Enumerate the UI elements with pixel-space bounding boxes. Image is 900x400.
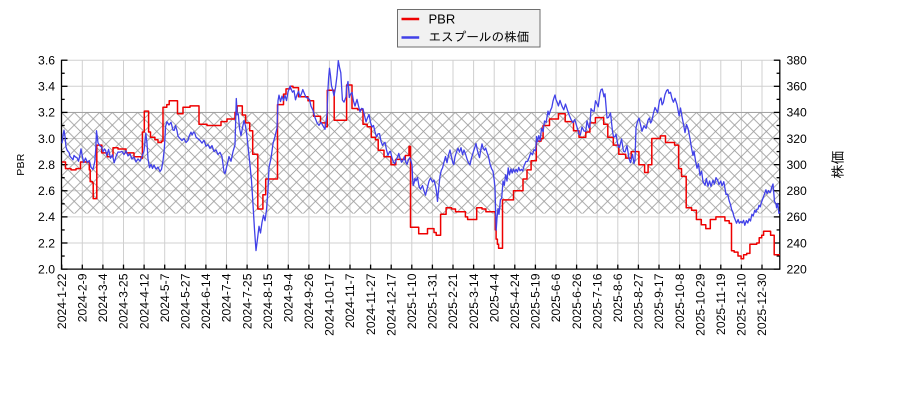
svg-text:2025-6-26: 2025-6-26: [570, 273, 584, 329]
svg-text:2024-8-15: 2024-8-15: [261, 273, 275, 329]
svg-text:2024-7-25: 2024-7-25: [240, 273, 254, 329]
svg-text:2025-1-10: 2025-1-10: [405, 273, 419, 329]
svg-text:3.2: 3.2: [38, 106, 55, 120]
svg-text:2024-1-22: 2024-1-22: [55, 273, 69, 329]
svg-text:220: 220: [787, 262, 808, 276]
svg-text:2.6: 2.6: [38, 184, 55, 198]
svg-text:380: 380: [787, 54, 808, 68]
svg-text:3.4: 3.4: [38, 80, 55, 94]
svg-text:300: 300: [787, 158, 808, 172]
svg-text:2025-12-30: 2025-12-30: [755, 273, 769, 336]
svg-text:240: 240: [787, 236, 808, 250]
svg-text:2025-5-19: 2025-5-19: [529, 273, 543, 329]
svg-text:3.6: 3.6: [38, 54, 55, 68]
svg-text:320: 320: [787, 132, 808, 146]
svg-text:2024-2-9: 2024-2-9: [76, 273, 90, 322]
svg-text:2024-11-7: 2024-11-7: [343, 273, 357, 328]
svg-text:2025-11-19: 2025-11-19: [714, 273, 728, 335]
svg-text:2024-12-17: 2024-12-17: [384, 273, 398, 336]
svg-text:2.4: 2.4: [38, 210, 55, 224]
svg-text:2025-4-4: 2025-4-4: [487, 273, 501, 322]
svg-text:2024-3-25: 2024-3-25: [117, 273, 131, 329]
svg-text:2.0: 2.0: [38, 262, 55, 276]
svg-text:2025-12-10: 2025-12-10: [735, 273, 749, 336]
svg-text:2024-3-4: 2024-3-4: [96, 273, 110, 322]
svg-text:2025-6-6: 2025-6-6: [549, 273, 563, 322]
svg-text:2025-9-17: 2025-9-17: [652, 273, 666, 329]
svg-text:260: 260: [787, 210, 808, 224]
svg-text:2025-1-31: 2025-1-31: [426, 273, 440, 329]
svg-text:2.8: 2.8: [38, 158, 55, 172]
svg-text:360: 360: [787, 80, 808, 94]
svg-text:2024-10-17: 2024-10-17: [323, 273, 337, 336]
svg-text:2024-11-27: 2024-11-27: [364, 273, 378, 335]
svg-text:2024-6-14: 2024-6-14: [199, 273, 213, 329]
svg-text:3.0: 3.0: [38, 132, 55, 146]
svg-text:2025-2-21: 2025-2-21: [446, 273, 460, 329]
svg-text:2025-4-24: 2025-4-24: [508, 273, 522, 329]
svg-text:2025-7-16: 2025-7-16: [590, 273, 604, 329]
svg-text:340: 340: [787, 106, 808, 120]
svg-text:2024-5-7: 2024-5-7: [158, 273, 172, 322]
svg-text:2024-7-4: 2024-7-4: [220, 273, 234, 322]
svg-text:2025-10-8: 2025-10-8: [673, 273, 687, 329]
svg-text:2.2: 2.2: [38, 236, 55, 250]
svg-text:2024-9-4: 2024-9-4: [282, 273, 296, 322]
svg-text:280: 280: [787, 184, 808, 198]
svg-text:2024-5-27: 2024-5-27: [179, 273, 193, 329]
svg-text:PBR: PBR: [429, 11, 456, 26]
svg-text:2025-3-14: 2025-3-14: [467, 273, 481, 329]
svg-text:2024-4-12: 2024-4-12: [137, 273, 151, 329]
svg-text:2025-8-6: 2025-8-6: [611, 273, 625, 322]
svg-text:2024-9-26: 2024-9-26: [302, 273, 316, 329]
svg-text:PBR: PBR: [15, 153, 27, 175]
svg-text:2025-8-27: 2025-8-27: [632, 273, 646, 329]
svg-text:2025-10-29: 2025-10-29: [693, 273, 707, 336]
